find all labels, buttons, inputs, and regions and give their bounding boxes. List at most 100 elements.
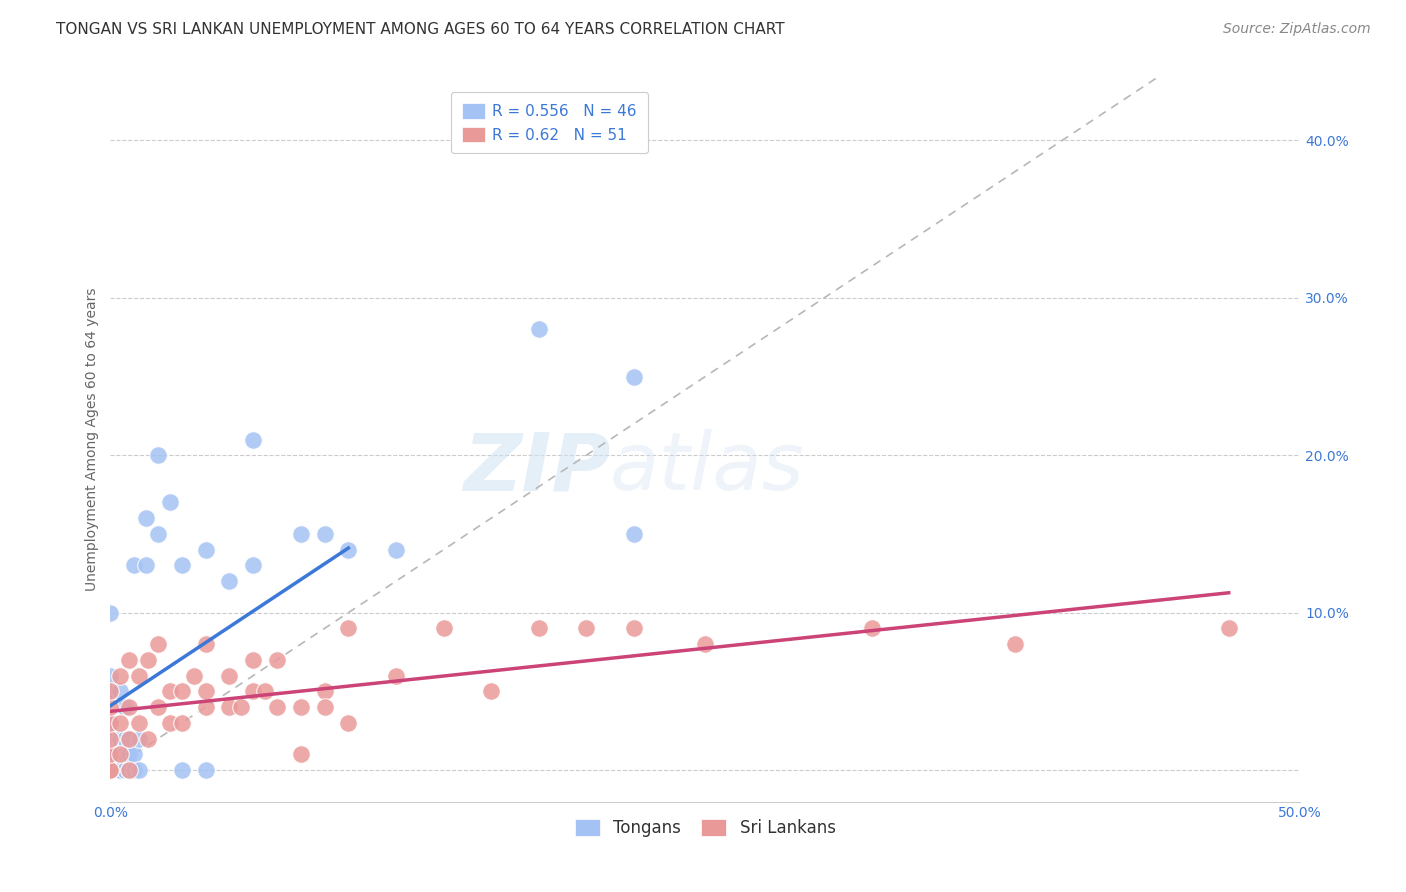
Point xyxy=(100,684,122,698)
Point xyxy=(100,715,122,730)
Point xyxy=(183,668,205,682)
Text: Source: ZipAtlas.com: Source: ZipAtlas.com xyxy=(1223,22,1371,37)
Point xyxy=(170,558,193,573)
Point xyxy=(118,653,141,667)
Point xyxy=(146,448,169,462)
Point xyxy=(860,621,883,635)
Point xyxy=(122,763,145,777)
Point xyxy=(194,684,217,698)
Point xyxy=(108,731,131,746)
Point xyxy=(266,653,288,667)
Point xyxy=(118,763,141,777)
Point xyxy=(100,668,122,682)
Point xyxy=(100,763,122,777)
Point xyxy=(242,558,264,573)
Point xyxy=(100,715,122,730)
Point xyxy=(337,621,360,635)
Point xyxy=(194,763,217,777)
Point xyxy=(100,763,122,777)
Point xyxy=(290,700,312,714)
Point xyxy=(114,763,136,777)
Point xyxy=(218,668,240,682)
Point xyxy=(100,731,122,746)
Point xyxy=(100,763,122,777)
Point xyxy=(623,369,645,384)
Point xyxy=(128,715,150,730)
Point xyxy=(337,715,360,730)
Point xyxy=(108,684,131,698)
Point xyxy=(218,700,240,714)
Point xyxy=(432,621,454,635)
Point xyxy=(100,606,122,620)
Point xyxy=(231,700,253,714)
Point xyxy=(242,433,264,447)
Point xyxy=(1218,621,1240,635)
Point xyxy=(290,747,312,762)
Point xyxy=(146,527,169,541)
Point xyxy=(118,747,141,762)
Point xyxy=(194,637,217,651)
Point xyxy=(138,653,160,667)
Point xyxy=(146,700,169,714)
Point xyxy=(108,747,131,762)
Point xyxy=(146,637,169,651)
Point xyxy=(100,747,122,762)
Point xyxy=(108,763,131,777)
Point xyxy=(122,558,145,573)
Point xyxy=(242,653,264,667)
Point xyxy=(108,715,131,730)
Point xyxy=(108,763,131,777)
Point xyxy=(100,747,122,762)
Point xyxy=(623,621,645,635)
Point xyxy=(159,684,181,698)
Point xyxy=(128,731,150,746)
Point xyxy=(194,542,217,557)
Point xyxy=(100,763,122,777)
Point xyxy=(314,684,336,698)
Point xyxy=(385,542,408,557)
Point xyxy=(118,700,141,714)
Point xyxy=(135,511,157,525)
Point xyxy=(385,668,408,682)
Point xyxy=(218,574,240,589)
Point xyxy=(100,684,122,698)
Point xyxy=(128,668,150,682)
Text: ZIP: ZIP xyxy=(463,429,610,508)
Point xyxy=(122,747,145,762)
Point xyxy=(314,700,336,714)
Point xyxy=(108,747,131,762)
Point xyxy=(170,684,193,698)
Point xyxy=(138,731,160,746)
Point xyxy=(118,763,141,777)
Y-axis label: Unemployment Among Ages 60 to 64 years: Unemployment Among Ages 60 to 64 years xyxy=(86,288,100,591)
Point xyxy=(337,542,360,557)
Point xyxy=(114,747,136,762)
Text: atlas: atlas xyxy=(610,429,804,508)
Point xyxy=(266,700,288,714)
Point xyxy=(695,637,717,651)
Point xyxy=(242,684,264,698)
Point xyxy=(527,621,550,635)
Point xyxy=(135,558,157,573)
Point xyxy=(114,700,136,714)
Point xyxy=(108,668,131,682)
Point xyxy=(527,322,550,336)
Text: TONGAN VS SRI LANKAN UNEMPLOYMENT AMONG AGES 60 TO 64 YEARS CORRELATION CHART: TONGAN VS SRI LANKAN UNEMPLOYMENT AMONG … xyxy=(56,22,785,37)
Point xyxy=(159,715,181,730)
Point xyxy=(479,684,502,698)
Point xyxy=(170,763,193,777)
Point xyxy=(100,763,122,777)
Point xyxy=(100,700,122,714)
Point xyxy=(290,527,312,541)
Point xyxy=(100,731,122,746)
Point xyxy=(159,495,181,509)
Point xyxy=(1004,637,1026,651)
Point xyxy=(194,700,217,714)
Point xyxy=(100,747,122,762)
Point xyxy=(314,527,336,541)
Point xyxy=(170,715,193,730)
Point xyxy=(118,731,141,746)
Point xyxy=(623,527,645,541)
Point xyxy=(575,621,598,635)
Point xyxy=(128,763,150,777)
